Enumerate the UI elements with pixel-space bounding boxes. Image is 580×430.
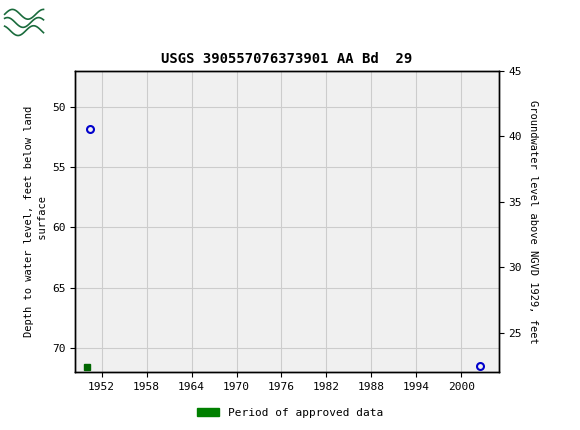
Text: USGS: USGS (49, 10, 113, 31)
Title: USGS 390557076373901 AA Bd  29: USGS 390557076373901 AA Bd 29 (161, 52, 413, 66)
Legend: Period of approved data: Period of approved data (193, 403, 387, 422)
Bar (3, 2, 46, 39)
Y-axis label: Groundwater level above NGVD 1929, feet: Groundwater level above NGVD 1929, feet (528, 100, 538, 343)
Y-axis label: Depth to water level, feet below land
 surface: Depth to water level, feet below land su… (24, 106, 48, 337)
